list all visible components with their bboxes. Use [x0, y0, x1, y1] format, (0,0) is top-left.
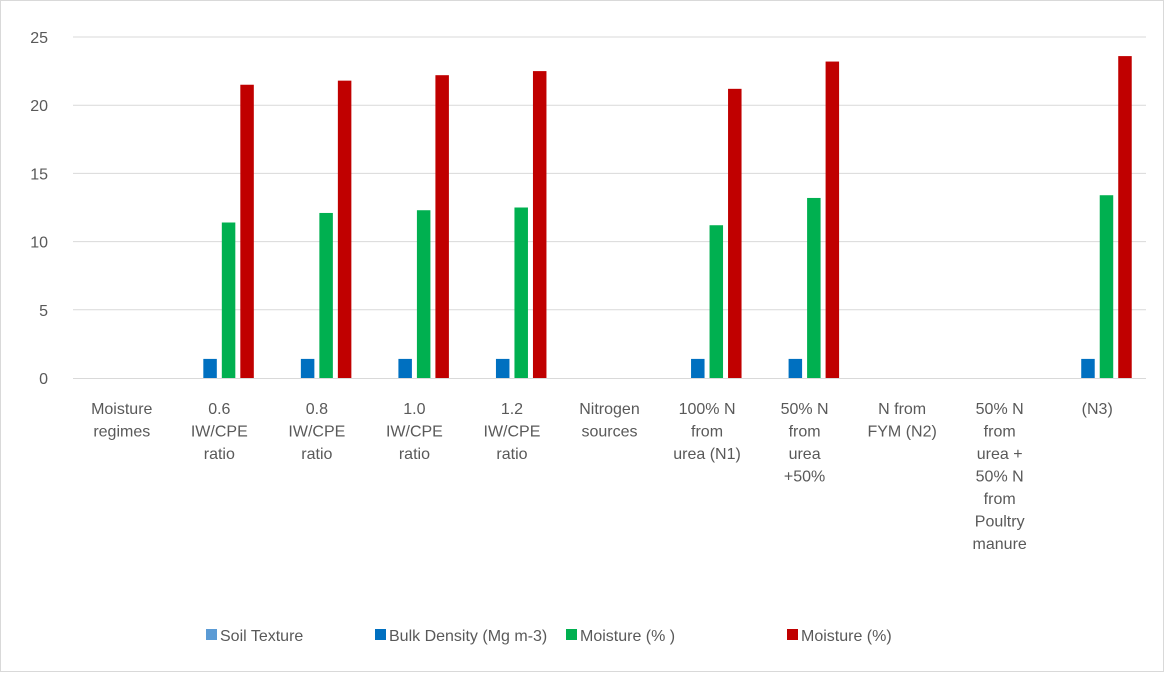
x-tick-label: (N3): [1082, 401, 1113, 418]
x-tick-label-line: urea +: [977, 446, 1023, 463]
x-tick-label-line: IW/CPE: [191, 424, 248, 441]
x-tick-label: 50% N from urea + 50% N from Poultry manure: [973, 401, 1027, 553]
legend-item: Soil Texture: [206, 628, 303, 645]
bar-moisture--10: [1118, 56, 1132, 378]
legend-label: Moisture (%): [801, 628, 892, 645]
x-tick-label-line: 0.6: [208, 401, 230, 418]
x-tick-label-line: manure: [973, 536, 1027, 553]
bar-moisture--6: [728, 88, 742, 378]
x-tick-label-line: 1.2: [501, 401, 523, 418]
x-tick-label-line: sources: [581, 424, 637, 441]
x-tick-label: 0.6 IW/CPE ratio: [191, 401, 248, 463]
legend-item: Bulk Density (Mg m-3): [375, 628, 547, 645]
bar-moisture--3: [416, 210, 431, 378]
bar-moisture--1: [240, 84, 254, 379]
bar-bulk-density-mg-m-3--7: [788, 358, 803, 378]
legend-label: Moisture (% ): [580, 628, 675, 645]
x-tick-label-line: from: [691, 424, 723, 441]
bar-moisture--1: [221, 222, 236, 378]
x-tick-label: 0.8 IW/CPE ratio: [288, 401, 345, 463]
x-tick-label-line: 100% N: [679, 401, 736, 418]
y-tick-label: 10: [30, 235, 48, 252]
bar-moisture--2: [319, 212, 333, 378]
legend-item: Moisture (%): [787, 628, 892, 645]
x-tick-label-line: ratio: [301, 446, 332, 463]
legend-swatch: [566, 629, 577, 640]
bar-bulk-density-mg-m-3--2: [300, 358, 315, 378]
x-tick-label: 50% N from urea +50%: [781, 401, 829, 486]
x-tick-label-line: ratio: [399, 446, 430, 463]
x-tick-label-line: 50% N: [976, 469, 1024, 486]
x-tick-label-line: from: [984, 424, 1016, 441]
x-tick-label-line: from: [789, 424, 821, 441]
x-tick-label: 1.2 IW/CPE ratio: [484, 401, 541, 463]
x-tick-label-line: IW/CPE: [484, 424, 541, 441]
legend-swatch: [206, 629, 217, 640]
y-tick-label: 25: [30, 30, 48, 47]
legend-item: Moisture (% ): [566, 628, 675, 645]
bar-moisture--4: [532, 71, 547, 378]
x-tick-label-line: urea: [789, 446, 821, 463]
bar-bulk-density-mg-m-3--3: [398, 358, 412, 378]
bar-bulk-density-mg-m-3--6: [691, 358, 705, 378]
legend: Soil Texture Bulk Density (Mg m-3) Moistur…: [206, 628, 892, 645]
y-tick-label: 15: [30, 166, 48, 183]
x-tick-label-line: ratio: [204, 446, 235, 463]
bar-moisture--4: [514, 207, 528, 378]
y-tick-label: 0: [39, 371, 48, 388]
x-tick-label: Nitrogen sources: [579, 401, 639, 441]
x-tick-label-line: 50% N: [976, 401, 1024, 418]
x-tick-label-line: 50% N: [781, 401, 829, 418]
x-tick-label-line: Moisture: [91, 401, 152, 418]
x-tick-label-line: IW/CPE: [288, 424, 345, 441]
bars: [203, 56, 1132, 379]
x-tick-label-line: from: [984, 491, 1016, 508]
x-tick-label-line: 0.8: [306, 401, 328, 418]
x-tick-label-line: 1.0: [403, 401, 425, 418]
x-tick-label: N from FYM (N2): [867, 401, 936, 441]
legend-swatch: [787, 629, 798, 640]
x-tick-label-line: +50%: [784, 469, 825, 486]
bar-moisture--2: [337, 80, 352, 378]
x-tick-label-line: FYM (N2): [867, 424, 936, 441]
x-tick-label-line: regimes: [93, 424, 150, 441]
x-tick-label-line: (N3): [1082, 401, 1113, 418]
y-tick-label: 20: [30, 98, 48, 115]
legend-label: Bulk Density (Mg m-3): [389, 628, 547, 645]
x-tick-label-line: ratio: [496, 446, 527, 463]
bar-moisture--7: [807, 197, 821, 378]
legend-swatch: [375, 629, 386, 640]
bar-moisture--7: [825, 61, 840, 378]
x-tick-label: 1.0 IW/CPE ratio: [386, 401, 443, 463]
y-tick-label: 5: [39, 303, 48, 320]
x-tick-label: 100% N from urea (N1): [673, 401, 741, 463]
x-tick-label-line: Poultry: [975, 514, 1025, 531]
bar-moisture--10: [1099, 195, 1114, 378]
bar-bulk-density-mg-m-3--10: [1081, 358, 1095, 378]
bar-moisture--3: [435, 75, 449, 378]
bar-bulk-density-mg-m-3--1: [203, 358, 217, 378]
x-tick-label-line: urea (N1): [673, 446, 741, 463]
x-tick-label-line: N from: [878, 401, 926, 418]
y-axis-tick-labels: 0 5 10 15 20 25: [30, 30, 48, 388]
x-axis-category-labels: Moisture regimes 0.6 IW/CPE ratio 0.8 IW/CPE ra…: [91, 401, 1113, 553]
x-tick-label: Moisture regimes: [91, 401, 152, 441]
bar-bulk-density-mg-m-3--4: [495, 358, 510, 378]
bar-moisture--6: [709, 225, 724, 378]
x-tick-label-line: IW/CPE: [386, 424, 443, 441]
x-tick-label-line: Nitrogen: [579, 401, 639, 418]
legend-label: Soil Texture: [220, 628, 303, 645]
